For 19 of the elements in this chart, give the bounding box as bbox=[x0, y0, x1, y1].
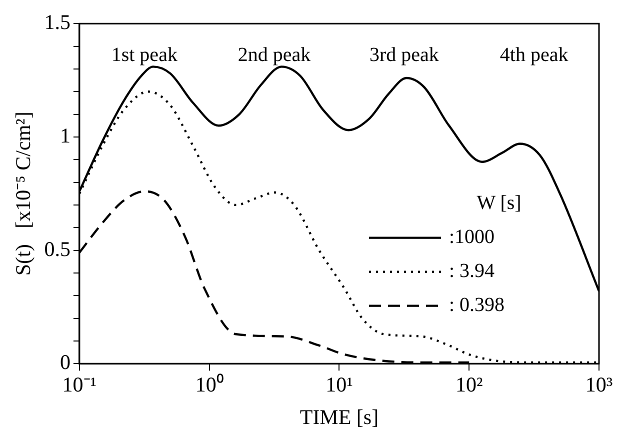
x-tick-label: 10⁻¹ bbox=[62, 372, 97, 397]
x-tick-label: 10⁰ bbox=[195, 372, 224, 397]
annotation: 3rd peak bbox=[369, 44, 439, 66]
annotation: 2nd peak bbox=[238, 44, 311, 66]
annotation: 1st peak bbox=[111, 44, 178, 66]
legend-label: : 0.398 bbox=[449, 294, 505, 316]
annotation: 4th peak bbox=[500, 44, 568, 66]
legend-label: : 3.94 bbox=[449, 260, 495, 282]
y-tick-label: 1 bbox=[60, 123, 70, 148]
y-axis-title: S(t) [x10⁻⁵ C/cm²] bbox=[11, 112, 36, 276]
legend-title: W [s] bbox=[476, 192, 522, 214]
x-tick-label: 10³ bbox=[585, 372, 613, 397]
x-axis-title: TIME [s] bbox=[300, 404, 379, 429]
x-tick-label: 10² bbox=[455, 372, 483, 397]
x-tick-label: 10¹ bbox=[326, 372, 353, 397]
y-tick-label: 1.5 bbox=[44, 10, 70, 34]
y-tick-label: 0.5 bbox=[44, 236, 70, 261]
y-tick-label: 0 bbox=[60, 350, 70, 374]
legend-label: :1000 bbox=[449, 226, 495, 248]
